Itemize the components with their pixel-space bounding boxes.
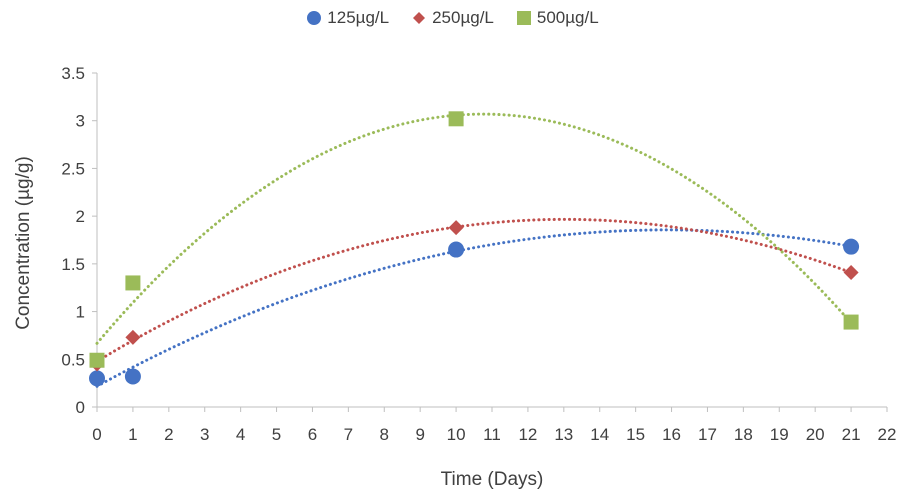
- data-point-diamond: [843, 264, 859, 280]
- x-tick-label: 12: [518, 425, 537, 444]
- trendlines: [95, 112, 853, 388]
- x-tick-label: 9: [415, 425, 424, 444]
- y-tick-label: 0.5: [61, 350, 85, 369]
- x-axis-label: Time (Days): [441, 469, 544, 490]
- x-tick-label: 14: [590, 425, 609, 444]
- data-point-square: [448, 111, 464, 127]
- y-tick-label: 2.5: [61, 159, 85, 178]
- data-point-circle: [124, 368, 141, 385]
- x-tick-label: 17: [698, 425, 717, 444]
- diamond-marker-icon: [413, 12, 426, 24]
- x-tick-label: 1: [128, 425, 137, 444]
- trendline-0: [95, 228, 853, 388]
- legend-label-125: 125µg/L: [327, 8, 390, 27]
- legend: 125µg/L 250µg/L 500µg/L: [0, 8, 905, 28]
- trendline-2: [95, 112, 853, 345]
- x-tick-label: 2: [164, 425, 173, 444]
- x-tick-label: 8: [380, 425, 389, 444]
- data-points: [89, 111, 860, 387]
- data-point-circle: [843, 238, 860, 255]
- x-tick-label: 13: [554, 425, 573, 444]
- data-point-circle: [89, 370, 105, 387]
- y-tick-label: 1: [76, 303, 85, 322]
- legend-label-500: 500µg/L: [536, 8, 599, 27]
- x-tick-label: 7: [344, 425, 353, 444]
- y-tick-label: 3.5: [61, 64, 85, 83]
- x-tick-label: 4: [236, 425, 245, 444]
- data-point-circle: [448, 241, 465, 258]
- data-point-square: [843, 314, 859, 330]
- x-tick-label: 11: [483, 425, 501, 444]
- data-point-square: [89, 352, 105, 368]
- trendline-1: [95, 217, 853, 363]
- chart-axes: 00.511.522.533.50 1 2 3 4 5 6 7 8 9 10 11 12 13 14 15 16…: [61, 64, 896, 444]
- y-tick-label: 0: [76, 398, 85, 417]
- x-tick-label: 0: [92, 425, 101, 444]
- legend-item-500: 500µg/L: [516, 8, 599, 28]
- x-tick-label: 10: [447, 425, 466, 444]
- x-tick-label: 22: [878, 425, 897, 444]
- x-tick-label: 21: [842, 425, 861, 444]
- legend-item-125: 125µg/L: [306, 8, 389, 28]
- x-tick-label: 3: [200, 425, 209, 444]
- y-axis-label: Concentration (µg/g): [13, 156, 34, 330]
- legend-label-250: 250µg/L: [432, 8, 494, 27]
- data-point-square: [125, 275, 141, 291]
- data-point-diamond: [125, 329, 141, 345]
- y-tick-label: 1.5: [61, 255, 85, 274]
- x-tick-label: 20: [806, 425, 825, 444]
- x-tick-label: 6: [308, 425, 317, 444]
- legend-item-250: 250µg/L: [411, 8, 494, 28]
- circle-marker-icon: [307, 11, 322, 25]
- x-tick-label: 5: [272, 425, 281, 444]
- x-tick-label: 16: [662, 425, 681, 444]
- x-tick-label: 19: [770, 425, 789, 444]
- square-marker-icon: [516, 11, 531, 25]
- y-tick-label: 3: [76, 112, 85, 131]
- x-tick-label: 15: [626, 425, 645, 444]
- data-point-diamond: [448, 220, 464, 236]
- y-tick-label: 2: [76, 207, 85, 226]
- x-tick-label: 18: [734, 425, 753, 444]
